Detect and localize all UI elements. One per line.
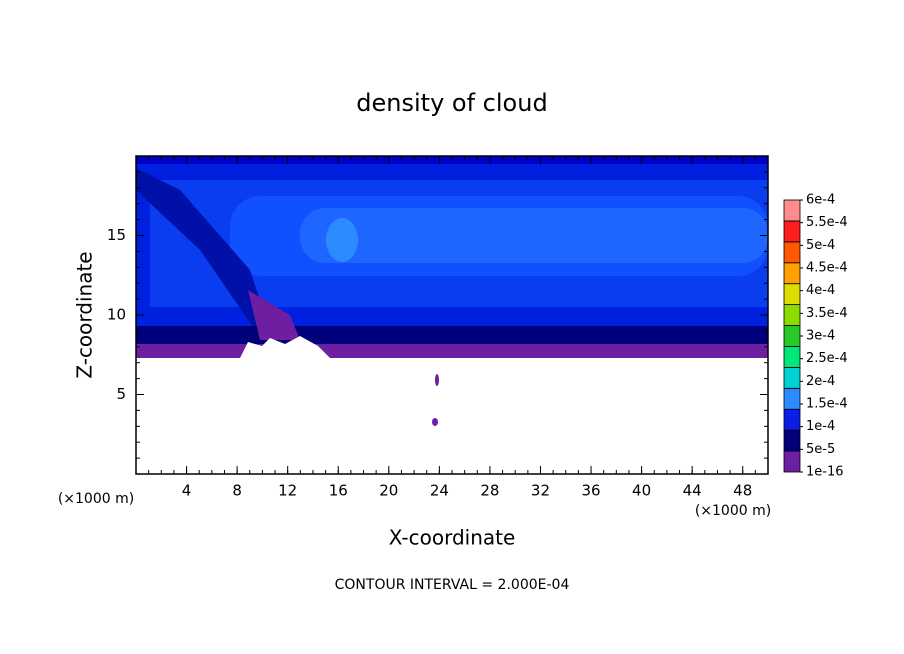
colorbar-label: 4e-4	[806, 283, 835, 298]
x-tick-label: 48	[733, 482, 752, 500]
x-unit-label: (×1000 m)	[695, 503, 771, 519]
colorbar-label: 1e-16	[806, 465, 844, 480]
field-spot	[248, 290, 300, 340]
colorbar-swatch	[783, 387, 801, 410]
colorbar-label: 5e-4	[806, 238, 835, 253]
colorbar-swatch	[783, 366, 801, 389]
colorbar-swatch	[783, 450, 801, 473]
x-tick-label: 28	[480, 482, 499, 500]
x-tick-label: 44	[683, 482, 702, 500]
x-unit-label: (×1000 m)	[58, 491, 134, 507]
colorbar-swatch	[783, 325, 801, 347]
field-band	[136, 326, 768, 344]
field-streak	[136, 168, 270, 330]
y-axis-label: Z-coordinate	[73, 251, 97, 378]
x-tick-label: 32	[531, 482, 550, 500]
contour-field	[136, 156, 768, 474]
footnote: CONTOUR INTERVAL = 2.000E-04	[335, 577, 570, 593]
colorbar-swatch	[783, 262, 801, 285]
colorbar-label: 1e-4	[806, 419, 835, 434]
colorbar-swatch	[783, 429, 801, 452]
y-tick-label: 10	[107, 306, 126, 324]
field-band	[300, 208, 768, 263]
colorbar-swatch	[783, 408, 801, 431]
colorbar-swatch	[783, 241, 801, 264]
x-tick-label: 4	[182, 482, 192, 500]
colorbar-swatch	[783, 346, 801, 368]
field-gap	[240, 336, 330, 358]
y-tick-label: 15	[107, 226, 126, 244]
field-band	[136, 344, 768, 358]
colorbar-label: 2e-4	[806, 374, 835, 389]
colorbar-label: 3e-4	[806, 329, 835, 344]
x-tick-label: 36	[581, 482, 600, 500]
colorbar-label: 6e-4	[806, 193, 835, 208]
field-blob	[326, 218, 358, 262]
chart-title: density of cloud	[356, 89, 547, 117]
x-axis-label: X-coordinate	[389, 526, 516, 550]
x-tick-label: 20	[379, 482, 398, 500]
colorbar-label: 4.5e-4	[806, 261, 848, 276]
x-tick-label: 12	[278, 482, 297, 500]
colorbar-swatch	[783, 199, 801, 222]
colorbar-swatch	[783, 220, 801, 243]
field-spot	[432, 418, 438, 426]
colorbar-label: 1.5e-4	[806, 397, 848, 412]
colorbar-label: 5.5e-4	[806, 215, 848, 230]
field-spot	[435, 374, 439, 386]
colorbar-swatch	[783, 304, 801, 326]
colorbar-label: 5e-5	[806, 442, 835, 457]
field-clear	[136, 358, 768, 474]
y-tick-label: 5	[116, 385, 126, 403]
x-tick-label: 40	[632, 482, 651, 500]
x-tick-label: 8	[232, 482, 242, 500]
colorbar-swatch	[783, 283, 801, 306]
colorbar-label: 2.5e-4	[806, 351, 848, 366]
x-tick-label: 16	[329, 482, 348, 500]
x-tick-label: 24	[430, 482, 449, 500]
colorbar-label: 3.5e-4	[806, 306, 848, 321]
